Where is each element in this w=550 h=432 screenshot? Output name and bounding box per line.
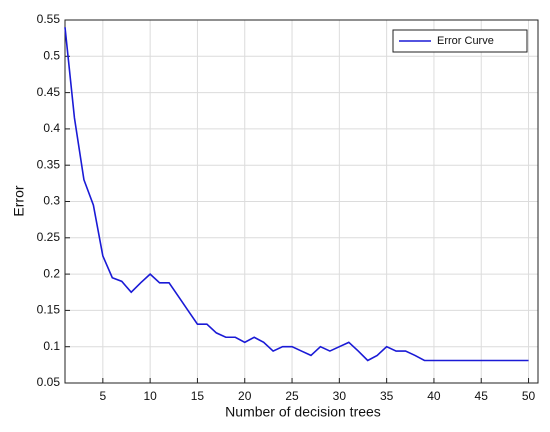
y-tick-label: 0.05 bbox=[37, 375, 61, 389]
x-tick-label: 20 bbox=[238, 389, 252, 403]
x-tick-label: 50 bbox=[522, 389, 536, 403]
y-tick-label: 0.1 bbox=[43, 339, 60, 353]
y-tick-label: 0.2 bbox=[43, 266, 60, 280]
x-tick-label: 45 bbox=[475, 389, 489, 403]
x-tick-label: 30 bbox=[333, 389, 347, 403]
y-tick-label: 0.35 bbox=[37, 157, 61, 171]
x-tick-label: 5 bbox=[99, 389, 106, 403]
y-axis-label: Error bbox=[11, 185, 27, 216]
x-tick-label: 35 bbox=[380, 389, 394, 403]
y-tick-label: 0.55 bbox=[37, 12, 61, 26]
y-tick-label: 0.45 bbox=[37, 85, 61, 99]
y-tick-label: 0.25 bbox=[37, 230, 61, 244]
x-tick-label: 40 bbox=[427, 389, 441, 403]
x-axis-label: Number of decision trees bbox=[225, 404, 381, 420]
legend-box bbox=[392, 29, 528, 53]
x-tick-label: 15 bbox=[191, 389, 205, 403]
line bbox=[64, 27, 529, 362]
y-tick-label: 0.4 bbox=[43, 121, 60, 135]
x-tick-label: 25 bbox=[285, 389, 299, 403]
y-tick-label: 0.3 bbox=[43, 194, 60, 208]
plot-frame bbox=[64, 19, 539, 384]
x-tick-label: 10 bbox=[143, 389, 157, 403]
y-tick-label: 0.15 bbox=[37, 303, 61, 317]
y-tick-label: 0.5 bbox=[43, 48, 60, 62]
legend-label: Error Curve bbox=[437, 35, 494, 47]
